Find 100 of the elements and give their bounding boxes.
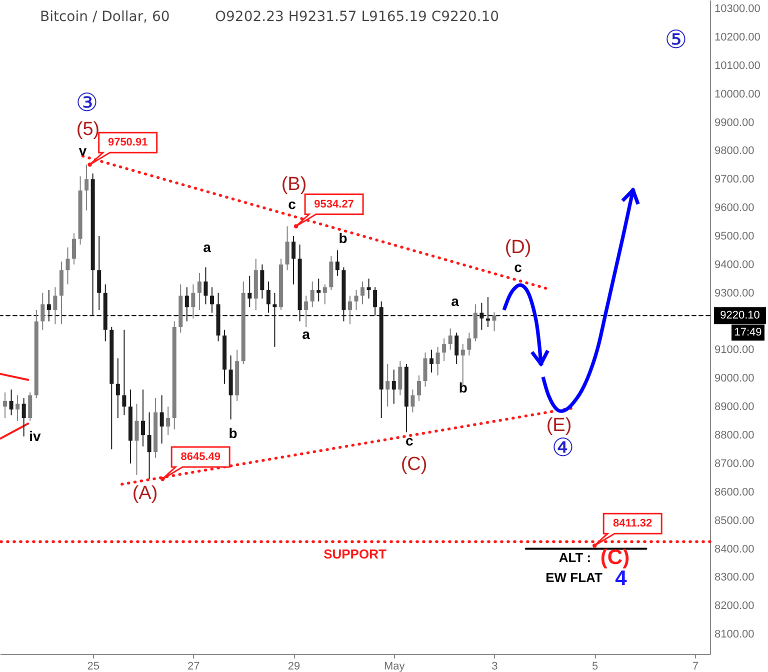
y-tick-label: 9100.00: [714, 344, 754, 356]
candlestick: [454, 332, 459, 364]
annotation: b: [338, 230, 348, 246]
candlestick: [210, 286, 214, 314]
ref-line-label: 9220.10: [720, 310, 760, 322]
y-tick-label: 8800.00: [714, 430, 754, 442]
candlestick: [9, 389, 14, 416]
text: O9202.23 H9231.57 L9165.19 C9220.10: [215, 9, 500, 25]
candlestick: [160, 394, 164, 444]
candlestick: [292, 236, 296, 285]
candlestick: [410, 389, 415, 413]
candlestick: [360, 281, 365, 305]
y-tick-label: 10100.00: [714, 60, 760, 72]
candlestick: [436, 346, 440, 376]
annotation: 9534.27: [314, 198, 354, 210]
y-tick-label: 10000.00: [714, 88, 760, 100]
candlestick: [348, 295, 352, 325]
annotation: 8411.32: [613, 518, 652, 530]
candlestick: [423, 352, 428, 388]
candlestick: [467, 332, 472, 356]
annotation: (D): [504, 237, 532, 258]
annotation: ALT :: [558, 550, 592, 565]
candlestick: [248, 275, 252, 308]
candlestick: [480, 302, 484, 330]
y-tick-label: 9000.00: [714, 372, 754, 385]
candlestick: [285, 226, 290, 271]
annotation: c: [288, 196, 296, 212]
text: Bitcoin / Dollar, 60: [40, 9, 170, 25]
y-tick-label: 9700.00: [714, 174, 754, 186]
annotation: c: [514, 259, 522, 275]
candlestick: [40, 292, 45, 330]
candlestick: [141, 389, 146, 447]
candlestick: [354, 290, 358, 310]
candlestick: [204, 266, 208, 305]
annotation: iv: [29, 428, 42, 444]
candlestick: [335, 250, 340, 276]
annotation: a: [302, 326, 310, 342]
ref-line-label: SUPPORT: [324, 546, 386, 562]
y-tick-label: 9600.00: [714, 202, 754, 214]
candlestick: [46, 290, 51, 322]
candlestick: [366, 278, 371, 300]
candlestick: [448, 328, 452, 350]
annotation: c: [406, 432, 414, 448]
candlestick: [373, 286, 378, 316]
candlestick: [116, 358, 120, 418]
y-tick-label: 8400.00: [714, 543, 754, 556]
candlestick: [147, 412, 152, 480]
candlestick: [97, 236, 102, 310]
candlestick: [28, 392, 32, 422]
candlestick: [72, 232, 76, 265]
x-tick-label: 27: [188, 660, 200, 672]
annotation: b: [228, 425, 238, 441]
candlestick: [16, 394, 20, 422]
annotation: EW FLAT: [546, 570, 602, 585]
annotation: 9750.91: [108, 136, 148, 149]
y-tick-label: 9400.00: [714, 258, 754, 271]
candlestick: [84, 164, 89, 211]
candlestick: [166, 406, 170, 436]
candlestick: [398, 360, 402, 396]
candlestick: [66, 246, 70, 285]
y-tick-label: 8900.00: [714, 401, 754, 414]
candlestick: [304, 295, 308, 328]
candlestick: [486, 296, 490, 328]
y-tick-label: 9300.00: [714, 287, 754, 300]
candlestick: [197, 272, 202, 310]
annotation: 8645.49: [180, 450, 220, 463]
annotation: v: [78, 142, 87, 159]
candlestick: [3, 392, 8, 418]
x-tick-label: May: [384, 660, 406, 672]
y-tick-label: 8500.00: [714, 514, 754, 527]
y-tick-label: 8700.00: [714, 458, 754, 470]
annotation: (5): [76, 119, 100, 140]
annotation: ⑤: [664, 25, 688, 54]
y-tick-label: 8100.00: [714, 628, 754, 641]
y-tick-label: 8300.00: [714, 572, 754, 584]
candlestick: [184, 286, 189, 322]
y-tick-label: 8600.00: [714, 486, 754, 498]
annotation: 4: [615, 567, 628, 590]
candlestick: [392, 369, 396, 404]
candlestick: [134, 403, 139, 476]
x-tick-label: 7: [692, 660, 699, 672]
candlestick: [322, 284, 327, 305]
candlestick: [122, 329, 126, 416]
y-tick-label: 9900.00: [714, 116, 754, 129]
annotation: ③: [76, 88, 98, 117]
candlestick: [492, 312, 496, 332]
y-tick-label: 10300.00: [714, 3, 760, 16]
x-tick-label: 29: [288, 660, 300, 672]
y-tick-label: 8200.00: [714, 600, 754, 612]
annotation: (E): [546, 415, 572, 436]
x-tick-label: 5: [592, 660, 598, 672]
candlestick: [442, 338, 446, 362]
x-tick-label: 25: [87, 660, 100, 672]
candlestick: [386, 363, 390, 408]
annotation: (C): [400, 454, 428, 475]
text: 17:49: [734, 326, 762, 339]
annotation: (A): [132, 483, 158, 504]
candlestick: [310, 281, 314, 308]
candlestick: [22, 398, 26, 437]
candlestick: [416, 374, 421, 402]
